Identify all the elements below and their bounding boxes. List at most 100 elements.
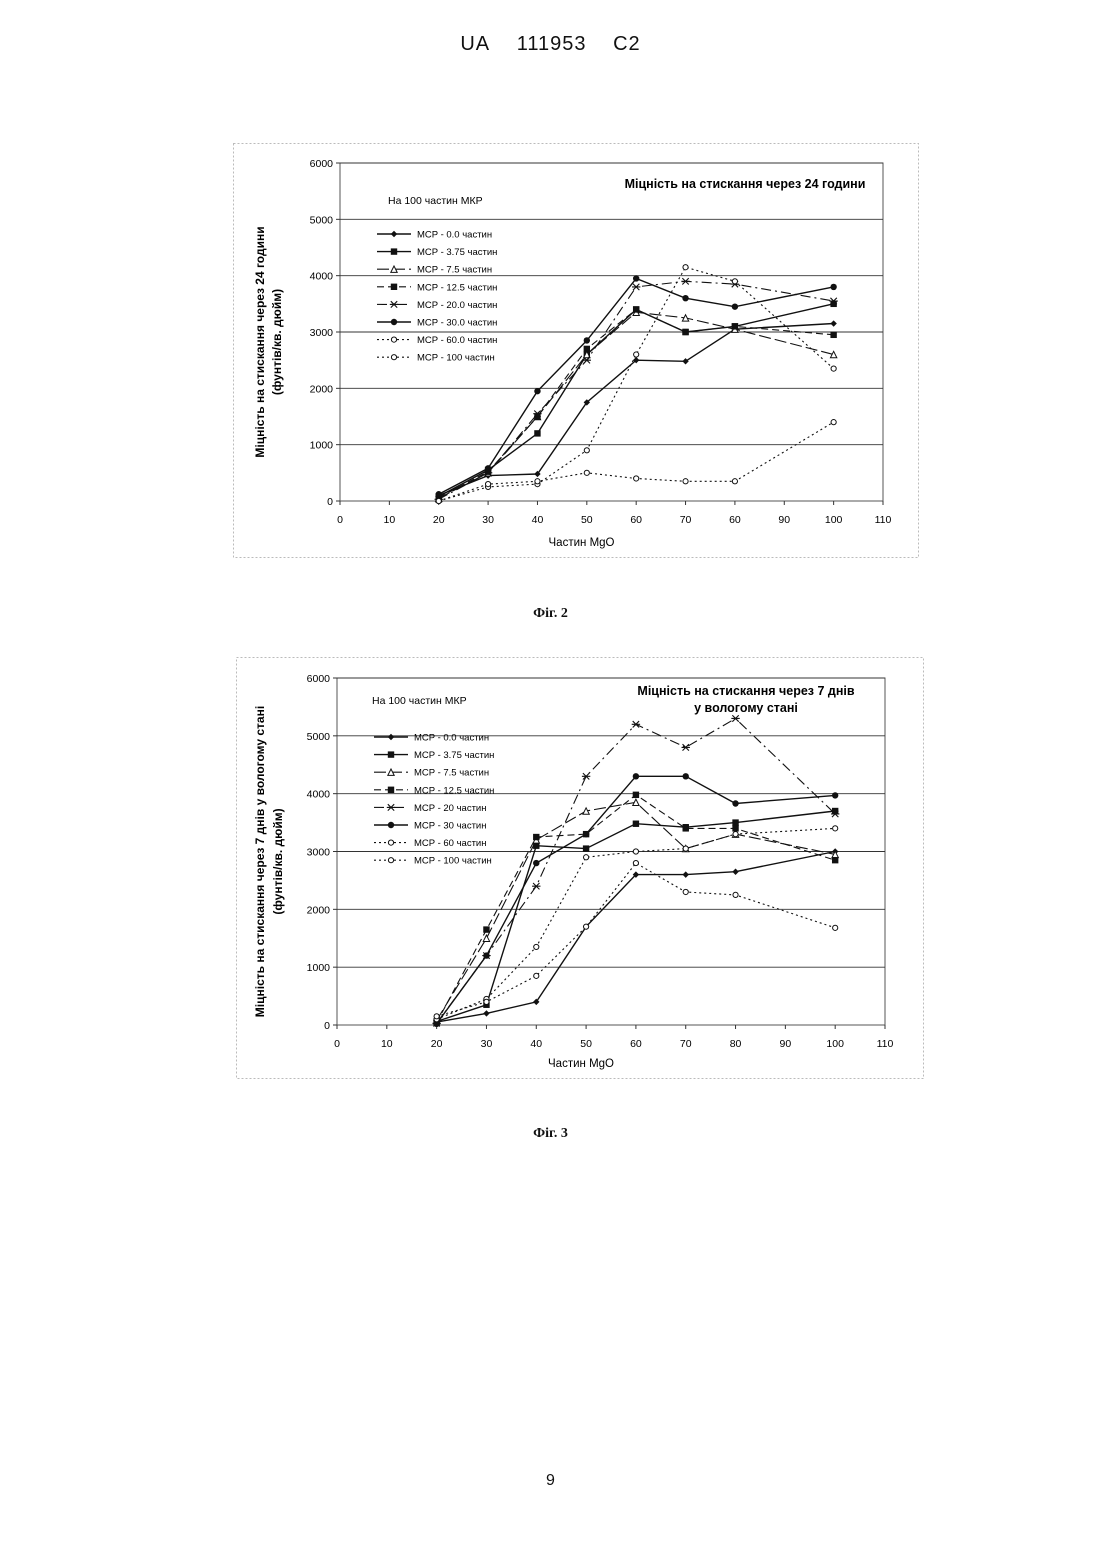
y-axis-label: Міцність на стискання через 7 днів у вол… (253, 706, 267, 1017)
x-tick-label: 100 (825, 514, 843, 526)
x-tick-label: 90 (780, 1038, 792, 1050)
legend-marker (391, 284, 397, 290)
legend-marker (388, 822, 394, 828)
x-tick-label: 70 (680, 1038, 692, 1050)
legend-marker (391, 319, 397, 325)
data-point (733, 892, 738, 897)
data-point (634, 476, 639, 481)
legend-label: MCP - 12.5 частин (414, 785, 494, 796)
x-tick-label: 30 (481, 1038, 493, 1050)
patent-header: UA 111953 C2 (0, 33, 1101, 56)
y-tick-label: 1000 (307, 962, 331, 974)
chart-title-line2: у вологому стані (694, 701, 798, 715)
data-point (830, 284, 836, 290)
y-tick-label: 0 (324, 1020, 330, 1032)
legend-marker (391, 337, 396, 342)
x-tick-label: 60 (729, 514, 741, 526)
data-point (831, 366, 836, 371)
x-tick-label: 40 (530, 1038, 542, 1050)
header-kind: C2 (613, 33, 641, 55)
x-axis-label: Частин MgO (549, 537, 615, 549)
legend-label: MCP - 0.0 частин (417, 230, 492, 241)
data-point (832, 857, 838, 863)
x-tick-label: 0 (334, 1038, 340, 1050)
y-tick-label: 5000 (307, 731, 331, 743)
data-point (732, 825, 738, 831)
x-tick-label: 80 (730, 1038, 742, 1050)
page-number: 9 (0, 1472, 1101, 1490)
data-point (833, 826, 838, 831)
header-country: UA (460, 33, 490, 55)
data-point (583, 855, 588, 860)
data-point (683, 773, 689, 779)
data-point (583, 831, 589, 837)
legend-label: MCP - 20 частин (414, 803, 486, 814)
y-axis-label: Міцність на стискання через 24 години (253, 226, 267, 457)
data-point (633, 860, 638, 865)
data-point (485, 465, 491, 471)
x-tick-label: 90 (778, 514, 790, 526)
data-point (485, 482, 490, 487)
data-point (584, 470, 589, 475)
data-point (584, 346, 590, 352)
data-point (483, 952, 489, 958)
x-tick-label: 100 (826, 1038, 844, 1050)
y-tick-label: 2000 (310, 383, 334, 395)
data-point (534, 430, 540, 436)
figure-2-chart: 0100020003000400050006000010203040506070… (233, 143, 919, 558)
data-point (436, 498, 441, 503)
x-tick-label: 50 (581, 514, 593, 526)
figure-3-chart: 0100020003000400050006000010203040506070… (236, 657, 924, 1079)
y-axis-unit-label: (фунтів/кв. дюйм) (271, 808, 285, 914)
legend-label: MCP - 20.0 частин (417, 300, 497, 311)
legend-label: MCP - 7.5 частин (414, 768, 489, 779)
legend-marker (391, 355, 396, 360)
y-tick-label: 5000 (310, 214, 334, 226)
legend-label: MCP - 3.75 частин (414, 750, 494, 761)
chart-title: Міцність на стискання через 24 години (625, 177, 866, 191)
legend-marker (388, 787, 394, 793)
x-tick-label: 110 (875, 514, 892, 526)
data-point (732, 819, 738, 825)
x-tick-label: 10 (384, 514, 396, 526)
data-point (732, 323, 738, 329)
figure-2-caption: Фіг. 2 (0, 606, 1101, 622)
data-point (831, 420, 836, 425)
data-point (833, 925, 838, 930)
data-point (733, 832, 738, 837)
data-point (583, 924, 588, 929)
data-point (830, 332, 836, 338)
header-number: 111953 (517, 33, 587, 55)
legend-marker (388, 858, 393, 863)
y-tick-label: 4000 (307, 789, 331, 801)
data-point (732, 800, 738, 806)
figure-3-caption: Фіг. 3 (0, 1126, 1101, 1142)
x-tick-label: 60 (630, 514, 642, 526)
x-axis-label: Частин MgO (548, 1058, 614, 1070)
x-tick-label: 60 (630, 1038, 642, 1050)
data-point (683, 265, 688, 270)
legend-label: MCP - 30 частин (414, 821, 486, 832)
data-point (533, 860, 539, 866)
y-tick-label: 2000 (307, 904, 331, 916)
data-point (732, 303, 738, 309)
y-tick-label: 1000 (310, 440, 334, 452)
data-point (633, 773, 639, 779)
data-point (535, 479, 540, 484)
data-point (633, 275, 639, 281)
legend-marker (388, 840, 393, 845)
legend-label: MCP - 100 частин (414, 856, 492, 867)
data-point (484, 999, 489, 1004)
data-point (534, 973, 539, 978)
data-point (732, 279, 737, 284)
data-point (434, 1014, 439, 1019)
data-point (534, 944, 539, 949)
y-axis-unit-label: (фунтів/кв. дюйм) (270, 289, 284, 395)
data-point (483, 926, 489, 932)
data-point (683, 825, 689, 831)
legend-label: MCP - 100 частин (417, 353, 495, 364)
x-tick-label: 0 (337, 514, 343, 526)
legend-label: MCP - 60.0 частин (417, 335, 497, 346)
y-tick-label: 3000 (307, 847, 331, 859)
legend-marker (388, 751, 394, 757)
